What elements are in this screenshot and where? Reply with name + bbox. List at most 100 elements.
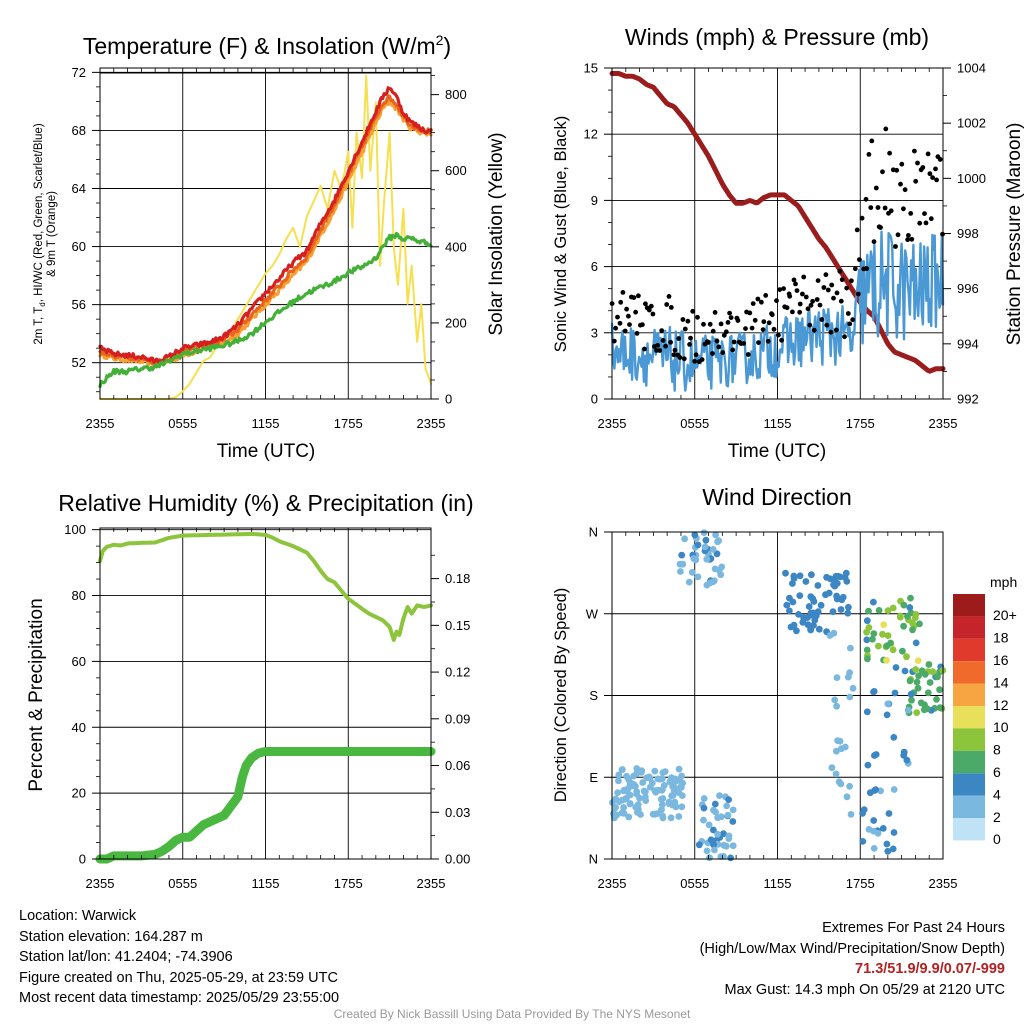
direction-point [653, 810, 661, 818]
x-tick-label: 2355 [417, 876, 446, 891]
gust-point [743, 326, 748, 331]
gust-point [829, 282, 835, 288]
gust-point [760, 327, 766, 332]
direction-point [914, 657, 922, 664]
y2-tick-label: 0.18 [445, 571, 470, 586]
direction-point [639, 779, 647, 786]
direction-point [707, 836, 715, 844]
gust-point [745, 352, 751, 357]
direction-point [808, 571, 815, 579]
gust-point [823, 272, 829, 278]
gust-point [825, 287, 831, 293]
wind-direction-ylabel: Direction (Colored By Speed) [552, 588, 570, 803]
y-tick-label: 56 [72, 297, 86, 312]
direction-point [710, 826, 717, 834]
gust-point [844, 285, 850, 291]
gust-point [887, 150, 892, 156]
gust-point [901, 206, 906, 212]
y-tick-label: 3 [591, 325, 598, 340]
direction-point [875, 607, 883, 614]
temperature-plot-frame [99, 67, 432, 400]
gust-point [852, 266, 858, 272]
direction-point [814, 582, 822, 589]
direction-point [822, 591, 829, 599]
speed-colorbar: mph 20+ 18 16 14 12 10 8 6 4 2 0 [953, 574, 1017, 847]
temperature-title: Temperature (F) & Insolation (W/m2) [83, 32, 451, 59]
gust-point [878, 225, 883, 230]
direction-point [685, 578, 693, 586]
humidity-panel: Relative Humidity (%) & Precipitation (i… [26, 490, 474, 891]
direction-point [870, 598, 877, 606]
direction-point [842, 569, 850, 577]
direction-point [691, 531, 699, 539]
direction-point [725, 832, 733, 840]
gust-point [631, 295, 637, 300]
direction-point [642, 793, 649, 801]
direction-point [710, 806, 717, 814]
gust-point [898, 181, 903, 187]
direction-point [677, 568, 684, 575]
direction-point [906, 677, 914, 685]
colorbar-swatch [953, 638, 985, 662]
winds-title: Winds (mph) & Pressure (mb) [625, 24, 929, 50]
direction-point [890, 829, 898, 836]
gust-point [663, 343, 668, 349]
gust-point [923, 220, 929, 226]
gust-point [771, 326, 777, 332]
gust-point [784, 305, 790, 311]
x-tick-label: 1755 [846, 876, 875, 891]
direction-point [906, 604, 914, 611]
direction-point [870, 845, 878, 852]
direction-point [846, 782, 853, 790]
gust-point [627, 322, 632, 327]
y2-tick-label: 0 [445, 392, 452, 407]
direction-point [723, 802, 731, 810]
direction-point [830, 629, 838, 637]
direction-point [901, 667, 909, 675]
direction-point [620, 804, 627, 811]
direction-point [716, 792, 723, 799]
recent-timestamp: Most recent data timestamp: 2025/05/29 2… [19, 990, 340, 1006]
y-tick-label: 6 [591, 259, 598, 274]
y2-tick-label: 0.15 [445, 618, 470, 633]
y2-tick-label: 0.00 [445, 852, 470, 867]
gust-point [693, 352, 699, 358]
colorbar-swatch [953, 706, 985, 729]
direction-point [615, 777, 622, 785]
gust-point [648, 303, 654, 309]
gust-point [808, 302, 814, 308]
gust-point [643, 301, 648, 307]
winds-ylabel-right: Station Pressure (Maroon) [1004, 123, 1024, 346]
direction-point [637, 768, 645, 776]
x-tick-label: 1755 [334, 416, 363, 431]
gust-point [613, 325, 618, 331]
gust-point [671, 352, 677, 358]
direction-point [846, 669, 853, 677]
gust-point [763, 293, 769, 298]
direction-point [859, 810, 866, 817]
gust-point [634, 331, 640, 336]
direction-point [678, 803, 686, 811]
direction-point [714, 814, 722, 822]
direction-point [828, 764, 836, 772]
y-tick-label: 68 [72, 123, 86, 138]
direction-point [646, 783, 654, 791]
gust-point [781, 286, 786, 291]
y2-tick-label: 0.09 [445, 711, 470, 726]
gust-point [695, 314, 700, 320]
direction-point [700, 529, 708, 536]
direction-point [916, 620, 923, 628]
y-tick-label: 9 [591, 193, 598, 208]
gust-point [871, 239, 877, 245]
gust-point [741, 341, 747, 346]
gust-point [937, 157, 943, 162]
gust-point [668, 339, 673, 345]
direction-point [659, 812, 667, 820]
gust-point [847, 321, 853, 327]
gust-point [776, 332, 781, 338]
y-tick-label: 72 [72, 65, 86, 80]
gust-point [725, 320, 731, 325]
gust-point [687, 342, 692, 347]
precip-line [95, 747, 436, 864]
